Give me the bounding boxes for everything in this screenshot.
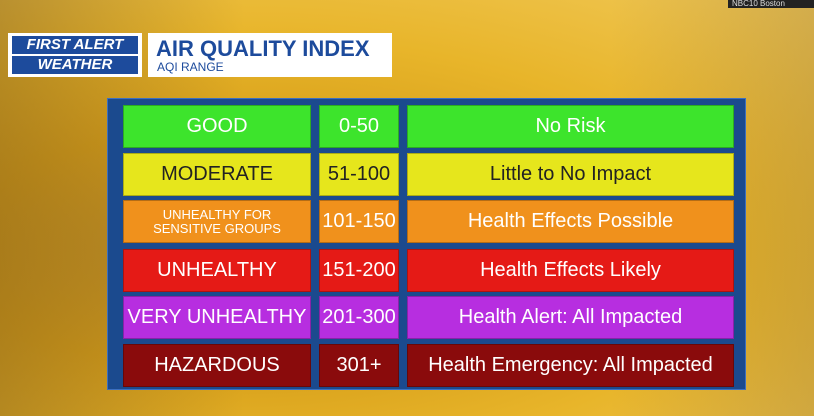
category: VERY UNHEALTHY bbox=[123, 296, 311, 339]
impact: Health Effects Likely bbox=[407, 249, 734, 292]
category: MODERATE bbox=[123, 153, 311, 196]
title: AIR QUALITY INDEX bbox=[156, 36, 370, 61]
impact: Health Alert: All Impacted bbox=[407, 296, 734, 339]
aqi-range: 0-50 bbox=[319, 105, 399, 148]
title-box: AIR QUALITY INDEX AQI RANGE bbox=[148, 33, 392, 77]
aqi-range: 151-200 bbox=[319, 249, 399, 292]
logo: FIRST ALERT WEATHER bbox=[8, 33, 142, 77]
aqi-range: 301+ bbox=[319, 344, 399, 387]
aqi-range: 51-100 bbox=[319, 153, 399, 196]
impact: No Risk bbox=[407, 105, 734, 148]
logo-bottom: WEATHER bbox=[12, 56, 138, 74]
category: UNHEALTHY bbox=[123, 249, 311, 292]
aqi-table: GOOD 0-50 No Risk MODERATE 51-100 Little to N… bbox=[107, 98, 746, 390]
impact: Little to No Impact bbox=[407, 153, 734, 196]
impact: Health Effects Possible bbox=[407, 200, 734, 243]
aqi-range: 101-150 bbox=[319, 200, 399, 243]
category: UNHEALTHY FOR SENSITIVE GROUPS bbox=[123, 200, 311, 243]
category: GOOD bbox=[123, 105, 311, 148]
category: HAZARDOUS bbox=[123, 344, 311, 387]
impact: Health Emergency: All Impacted bbox=[407, 344, 734, 387]
aqi-range: 201-300 bbox=[319, 296, 399, 339]
subtitle: AQI RANGE bbox=[157, 60, 224, 74]
station-bug: NBC10 Boston bbox=[728, 0, 814, 8]
logo-top: FIRST ALERT bbox=[12, 36, 138, 54]
